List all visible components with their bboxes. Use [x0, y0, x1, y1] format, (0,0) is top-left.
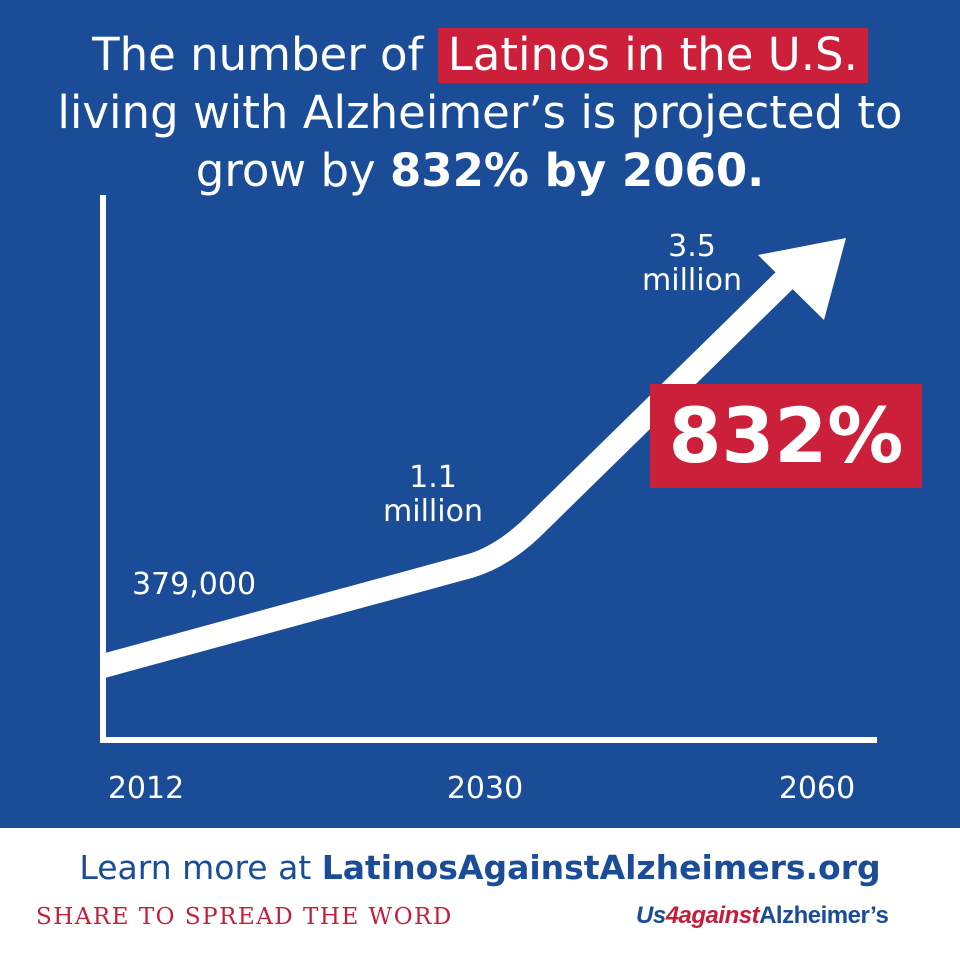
- x-tick-2030: 2030: [447, 771, 523, 806]
- logo-against: against: [678, 902, 760, 929]
- learn-prefix: Learn more at: [79, 848, 322, 887]
- headline-pre: The number of: [92, 28, 438, 81]
- logo-alzheimers: Alzheimer’s: [759, 902, 889, 929]
- data-label-2012: 379,000: [132, 567, 256, 602]
- usagainstalzheimers-logo: Us4againstAlzheimer’s: [636, 902, 889, 930]
- headline-bold: 832% by 2060.: [389, 144, 765, 197]
- x-tick-2012: 2012: [108, 771, 184, 806]
- share-text: SHARE TO SPREAD THE WORD: [36, 904, 453, 930]
- arrow-head: [758, 238, 846, 320]
- chart-axes: [100, 195, 877, 743]
- growth-line: [99, 266, 799, 678]
- x-tick-2060: 2060: [779, 771, 855, 806]
- percent-badge: 832%: [650, 384, 922, 488]
- headline-mid: living with Alzheimer’s is projected to …: [57, 86, 903, 197]
- headline: The number of Latinos in the U.S. living…: [20, 26, 940, 200]
- learn-more-link[interactable]: LatinosAgainstAlzheimers.org: [321, 848, 881, 887]
- headline-highlight: Latinos in the U.S.: [437, 28, 868, 83]
- learn-more-text: Learn more at LatinosAgainstAlzheimers.o…: [0, 848, 960, 887]
- logo-four: 4: [665, 902, 679, 929]
- logo-us: Us: [636, 902, 666, 929]
- data-label-2030: 1.1 million: [383, 460, 483, 529]
- growth-chart: 379,000 1.1 million 3.5 million 2012 2030 2060: [99, 195, 877, 806]
- data-label-2060: 3.5 million: [642, 229, 742, 298]
- footer: Learn more at LatinosAgainstAlzheimers.o…: [0, 828, 960, 960]
